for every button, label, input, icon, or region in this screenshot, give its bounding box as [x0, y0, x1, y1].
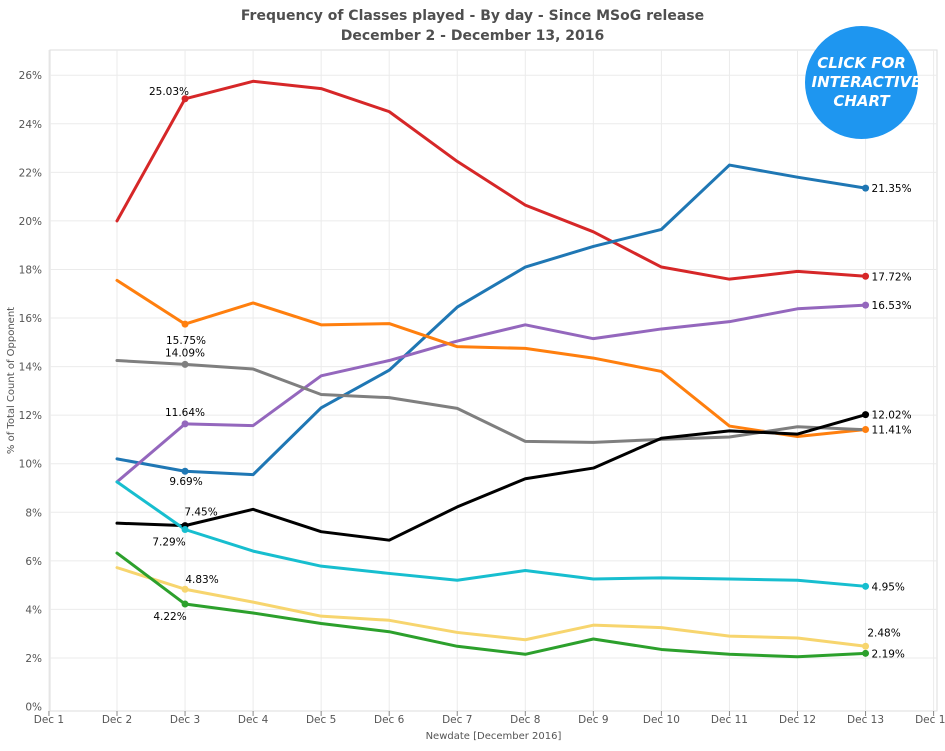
data-point [181, 95, 189, 103]
series-line [115, 278, 868, 439]
x-tick-label: Dec 14 [915, 714, 945, 726]
data-label: 11.41% [872, 424, 912, 436]
data-point [181, 320, 189, 328]
y-tick-label: 10% [19, 459, 42, 471]
y-tick-label: 0% [25, 702, 42, 714]
y-tick-label: 26% [19, 70, 42, 82]
data-point [181, 585, 189, 593]
data-label: 25.03% [149, 86, 189, 98]
series-line [115, 79, 868, 281]
series-line [115, 359, 868, 444]
data-point [862, 184, 870, 192]
data-point [181, 525, 189, 533]
data-label: 16.53% [872, 300, 912, 312]
y-axis-title: % of Total Count of Opponent [6, 307, 17, 454]
interactive-chart-label: CLICK FOR INTERACTIVE CHART [811, 54, 922, 110]
data-point [181, 467, 189, 475]
y-tick-label: 18% [19, 264, 42, 276]
y-tick-label: 20% [19, 216, 42, 228]
series-line [115, 480, 868, 588]
y-tick-label: 4% [25, 604, 42, 616]
series-line [115, 551, 868, 659]
data-point [181, 600, 189, 608]
data-label: 17.72% [872, 271, 912, 283]
data-label: 4.22% [153, 611, 186, 623]
plot-area [49, 49, 938, 712]
data-label: 4.95% [872, 581, 905, 593]
data-label: 12.02% [872, 410, 912, 422]
x-tick-label: Dec 8 [510, 714, 540, 726]
x-tick-label: Dec 9 [578, 714, 608, 726]
chart-titles: Frequency of Classes played - By day - S… [0, 6, 945, 46]
data-point [862, 425, 870, 433]
x-tick-label: Dec 5 [306, 714, 336, 726]
data-point [862, 301, 870, 309]
y-tick-label: 22% [19, 167, 42, 179]
y-tick-label: 6% [25, 556, 42, 568]
y-tick-label: 2% [25, 653, 42, 665]
data-label: 14.09% [165, 347, 205, 359]
series-line [115, 303, 868, 484]
chart-title: Frequency of Classes played - By day - S… [240, 8, 705, 24]
x-tick-label: Dec 4 [238, 714, 269, 726]
data-point [862, 649, 870, 657]
x-tick-label: Dec 1 [34, 714, 64, 726]
x-tick-label: Dec 6 [374, 714, 405, 726]
x-tick-label: Dec 7 [442, 714, 472, 726]
chart-subtitle: December 2 - December 13, 2016 [340, 28, 605, 44]
data-label: 4.83% [185, 574, 218, 586]
y-tick-label: 24% [19, 119, 42, 131]
x-tick-label: Dec 3 [170, 714, 200, 726]
interactive-chart-button[interactable]: CLICK FOR INTERACTIVE CHART [805, 26, 922, 139]
x-tick-label: Dec 2 [102, 714, 132, 726]
data-label: 11.64% [165, 407, 205, 419]
x-tick-label: Dec 13 [847, 714, 884, 726]
data-point [862, 272, 870, 280]
data-point [862, 411, 870, 419]
series-line [115, 413, 868, 542]
series-line [115, 566, 868, 648]
series-line [115, 163, 868, 477]
data-label: 15.75% [166, 335, 206, 347]
x-tick-label: Dec 10 [643, 714, 680, 726]
y-tick-label: 8% [25, 507, 42, 519]
y-tick-label: 12% [19, 410, 42, 422]
data-label: 7.29% [152, 536, 185, 548]
x-tick-label: Dec 11 [711, 714, 748, 726]
x-tick-label: Dec 12 [779, 714, 816, 726]
data-label: 7.45% [184, 507, 217, 519]
data-label: 21.35% [872, 183, 912, 195]
y-tick-label: 16% [19, 313, 42, 325]
data-point [862, 582, 870, 590]
data-label: 2.48% [867, 627, 900, 639]
data-point [181, 420, 189, 428]
y-tick-label: 14% [19, 362, 42, 374]
data-point [181, 360, 189, 368]
data-label: 2.19% [872, 648, 905, 660]
data-point [862, 642, 870, 650]
x-axis-title: Newdate [December 2016] [426, 731, 562, 742]
data-label: 9.69% [169, 476, 202, 488]
